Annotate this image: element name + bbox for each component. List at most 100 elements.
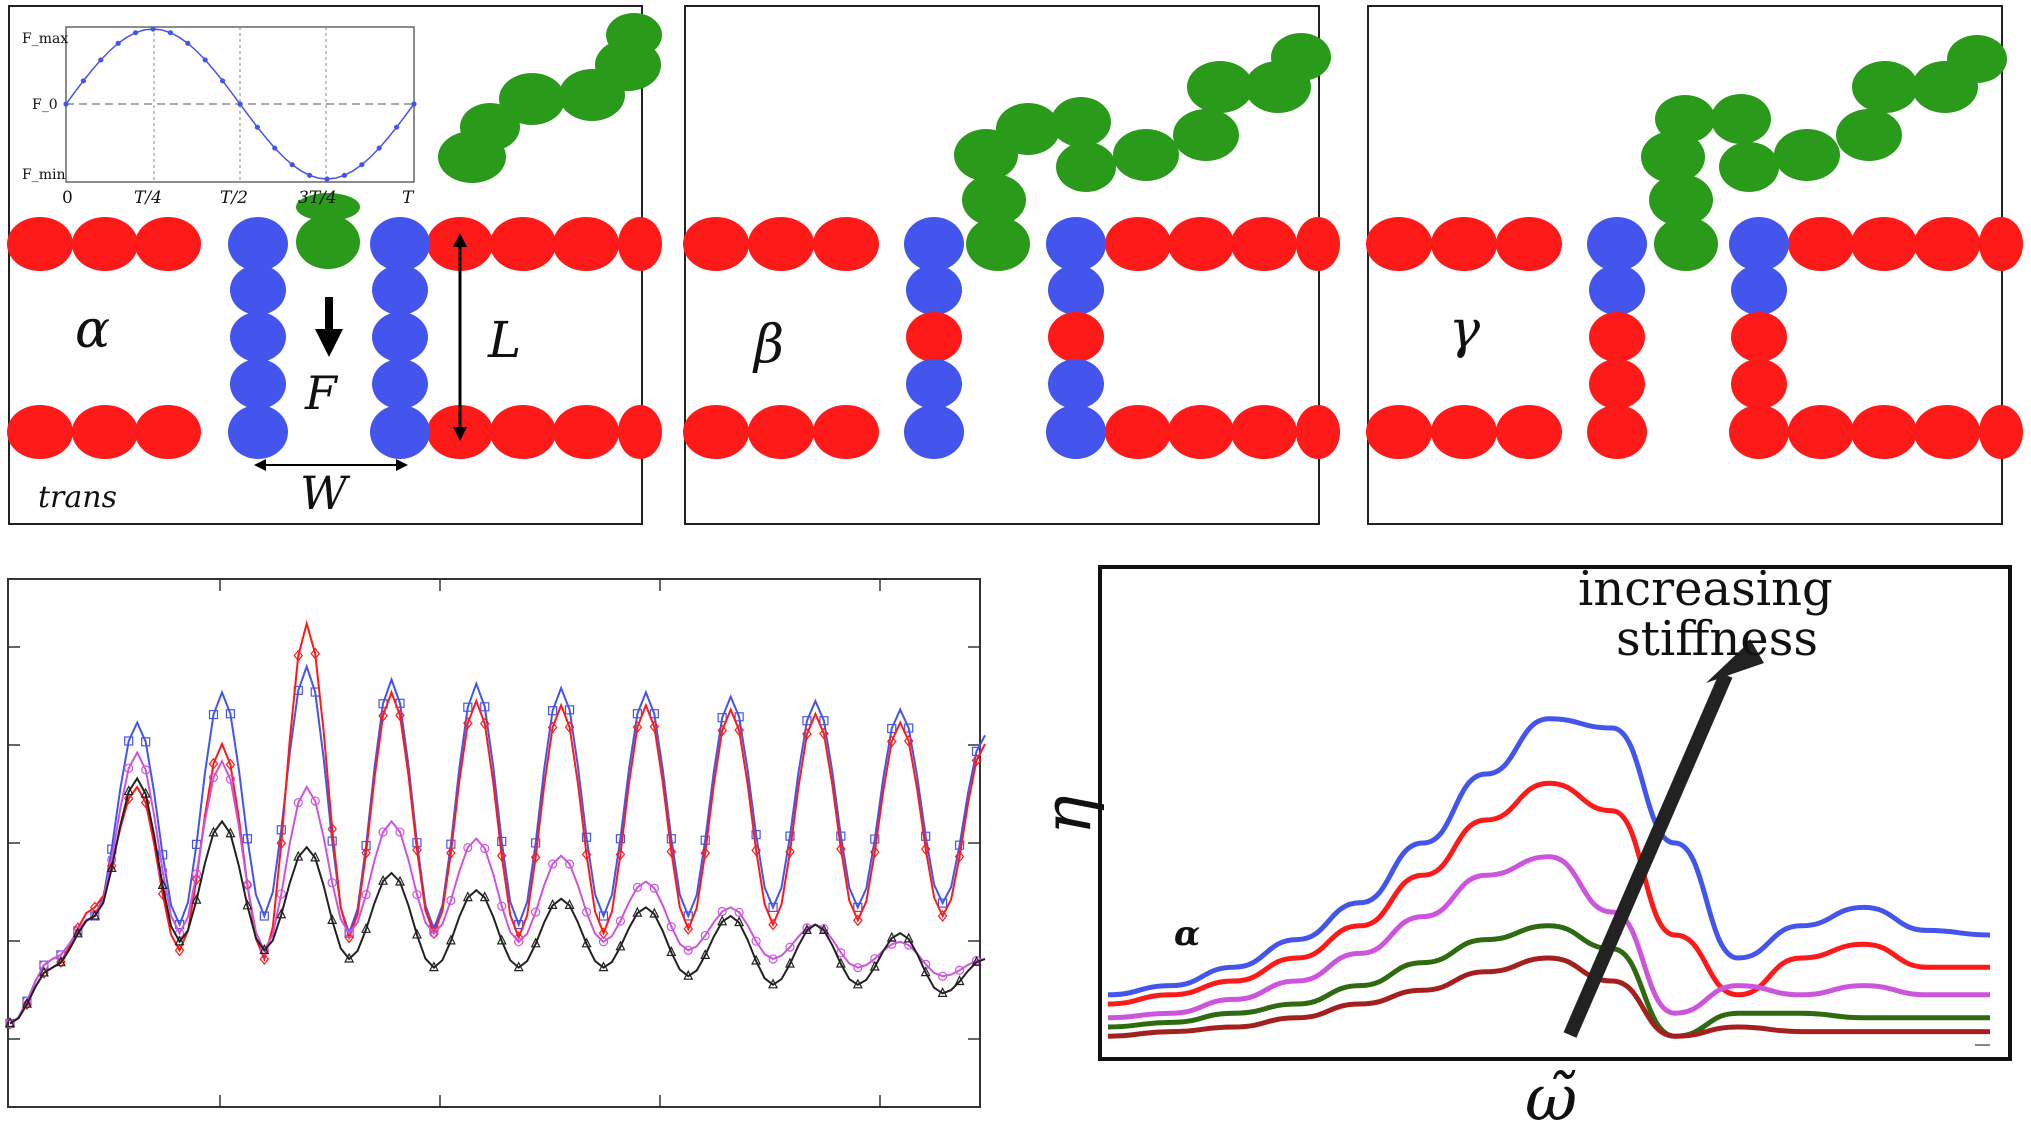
timeseries-marker-3 <box>327 914 338 924</box>
panel-beta: β <box>683 5 1340 525</box>
timeseries-marker-2 <box>327 878 337 888</box>
timeseries-marker-3 <box>835 957 846 968</box>
pore-right-column <box>1046 217 1106 459</box>
timeseries-marker-0 <box>632 709 642 719</box>
timeseries-marker-3 <box>411 928 422 939</box>
panel-gamma-drawing: γ <box>1366 35 2023 459</box>
timeseries-marker-2 <box>954 965 965 975</box>
timeseries-marker-3 <box>886 931 897 942</box>
inset-ytick-max: F_max <box>22 31 68 47</box>
timeseries-marker-0 <box>768 902 778 912</box>
inset-sine-point <box>133 30 139 36</box>
timeseries-marker-1 <box>361 846 371 859</box>
timeseries-marker-3 <box>259 944 270 954</box>
timeseries-marker-0 <box>581 832 592 842</box>
timeseries-marker-0 <box>531 838 541 848</box>
timeseries-marker-0 <box>124 736 134 746</box>
timeseries-marker-3 <box>72 927 83 938</box>
inset-sine-point <box>115 40 121 46</box>
panel-alpha: α L F W trans F_max F_0 F_min 0 T/4 T/2 … <box>7 5 662 525</box>
inset-sine-point <box>307 172 313 178</box>
gamma-label: γ <box>1449 300 1481 360</box>
inset-xtick-0: 0 <box>62 188 73 208</box>
timeseries-marker-0 <box>700 835 710 845</box>
inset-sine-point <box>324 176 330 182</box>
timeseries-marker-2 <box>344 928 354 938</box>
timeseries-marker-3 <box>768 978 779 989</box>
timeseries-marker-3 <box>683 969 694 980</box>
timeseries-marker-1 <box>480 717 490 730</box>
timeseries-marker-2 <box>785 942 795 952</box>
inset-sine-point <box>185 40 191 46</box>
timeseries-marker-0 <box>954 840 965 850</box>
timeseries-marker-3 <box>547 899 558 909</box>
timeseries-marker-3 <box>462 891 473 902</box>
membrane-bottom-row <box>7 405 662 459</box>
timeseries-marker-3 <box>801 924 812 934</box>
pore-left-column <box>228 217 288 459</box>
width-label: W <box>300 466 351 520</box>
timeseries-marker-3 <box>479 891 490 902</box>
pore-left-column <box>904 217 964 459</box>
timeseries-marker-2 <box>395 827 405 837</box>
inset-sine-point <box>150 26 156 32</box>
timeseries-marker-3 <box>225 827 236 838</box>
timeseries-marker-3 <box>598 961 609 972</box>
timeseries-marker-0 <box>734 712 744 722</box>
timeseries-marker-0 <box>853 902 863 912</box>
timeseries-marker-0 <box>259 911 269 921</box>
timeseries-marker-0 <box>904 723 914 733</box>
timeseries-marker-2 <box>429 928 439 938</box>
eta-xlabel: ω̃ <box>1525 1062 1577 1125</box>
timeseries-marker-2 <box>378 827 388 837</box>
timeseries-marker-2 <box>208 773 219 783</box>
trans-label: trans <box>38 480 117 515</box>
timeseries-marker-0 <box>548 706 558 716</box>
timeseries-marker-0 <box>649 709 659 719</box>
pore-right-column <box>1729 217 1789 459</box>
timeseries-marker-3 <box>496 934 507 945</box>
timeseries-marker-3 <box>734 916 745 927</box>
beta-label: β <box>752 315 784 375</box>
timeseries-marker-2 <box>768 954 778 964</box>
timeseries-marker-1 <box>446 847 456 859</box>
timeseries-marker-2 <box>293 798 303 808</box>
timeseries-marker-3 <box>38 966 49 977</box>
timeseries-marker-2 <box>446 895 456 906</box>
timeseries-marker-1 <box>123 792 134 805</box>
membrane-top-row <box>1366 217 2023 271</box>
timeseries-marker-2 <box>548 859 558 869</box>
inset-sine-point <box>289 162 295 168</box>
timeseries-marker-1 <box>802 728 812 740</box>
timeseries-marker-1 <box>700 847 710 860</box>
force-arrow <box>315 297 343 357</box>
timeseries-marker-3 <box>581 937 592 948</box>
timeseries-marker-2 <box>463 843 473 853</box>
timeseries-marker-0 <box>158 850 168 860</box>
timeseries-marker-3 <box>174 935 185 946</box>
inset-sine-point <box>98 57 104 63</box>
inset-sine-point <box>220 78 226 84</box>
timeseries-marker-0 <box>564 705 575 715</box>
timeseries-marker-1 <box>717 724 727 737</box>
timeseries-marker-1 <box>683 922 694 935</box>
polymer-chain <box>1641 35 2007 271</box>
inset-sine-point <box>254 124 260 130</box>
timeseries-marker-1 <box>886 735 897 748</box>
timeseries-marker-1 <box>395 709 405 722</box>
timeseries-marker-2 <box>564 859 575 869</box>
timeseries-marker-2 <box>531 907 541 917</box>
timeseries-marker-0 <box>598 911 609 921</box>
timeseries-marker-2 <box>853 963 863 973</box>
timeseries-marker-3 <box>903 932 914 943</box>
timeseries-marker-3 <box>751 954 762 965</box>
timeseries-marker-3 <box>140 787 151 798</box>
timeseries-marker-3 <box>937 987 948 997</box>
timeseries-marker-0 <box>141 737 151 747</box>
timeseries-marker-3 <box>954 975 965 986</box>
timeseries-marker-1 <box>259 953 270 965</box>
timeseries-marker-3 <box>818 924 829 934</box>
timeseries-marker-1 <box>666 845 677 858</box>
timeseries-marker-1 <box>412 844 422 856</box>
timeseries-marker-3 <box>106 862 117 873</box>
